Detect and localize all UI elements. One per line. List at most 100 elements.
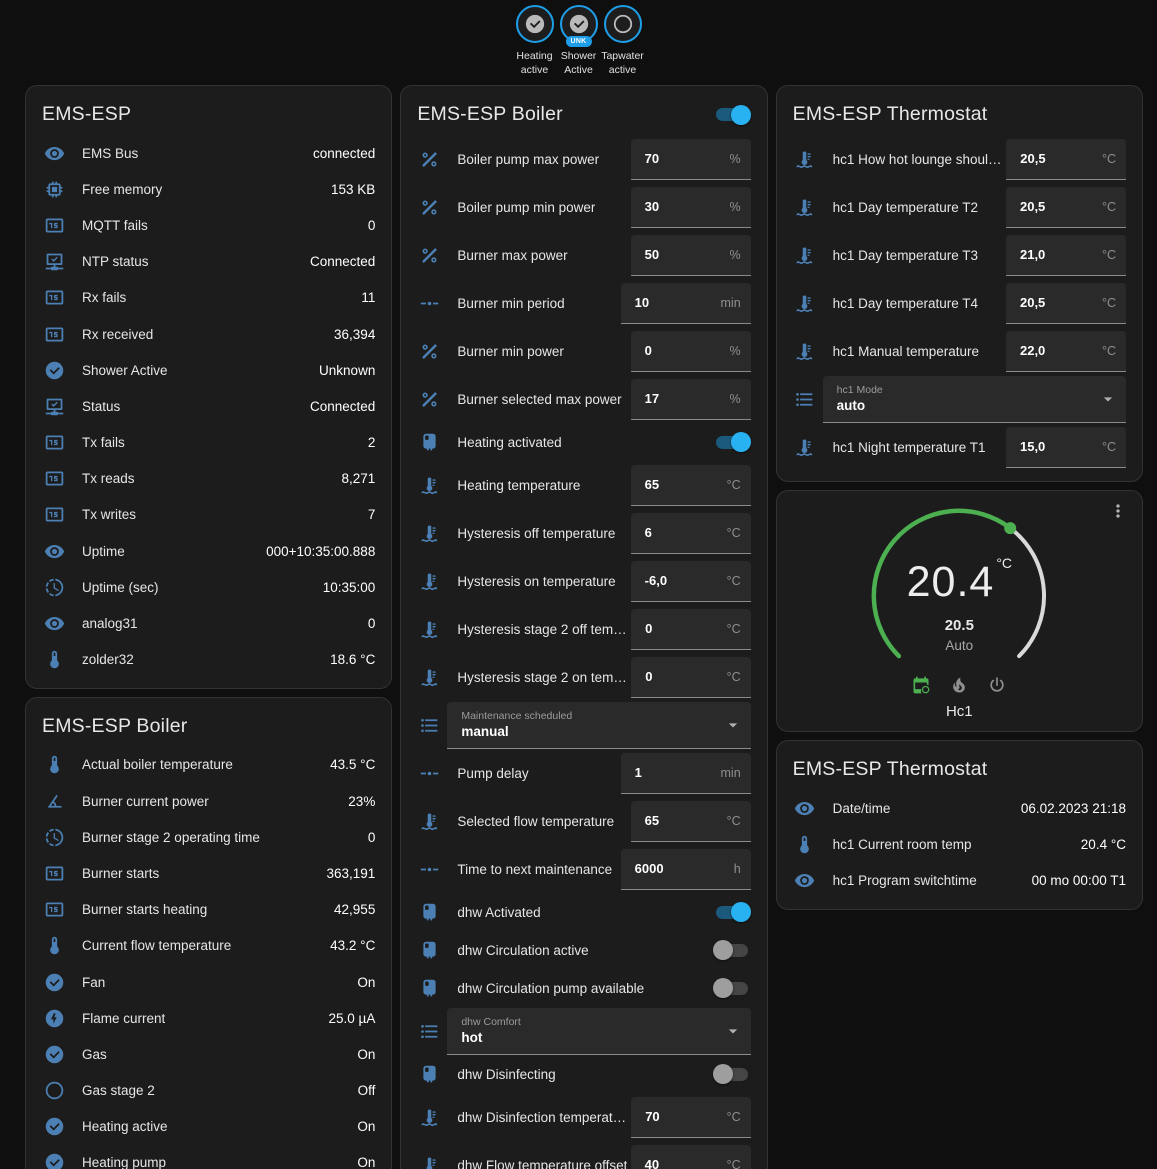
entity-row[interactable]: NTP status Connected: [26, 244, 391, 280]
input-value: 70: [644, 151, 660, 166]
counter-icon: [45, 507, 63, 522]
card-title: EMS-ESP Thermostat: [792, 758, 988, 780]
entity-row[interactable]: Burner current power 23%: [26, 783, 391, 819]
entity-row[interactable]: Tx writes 7: [26, 497, 391, 533]
select-field[interactable]: dhw Comfort hot: [447, 1007, 751, 1055]
number-input[interactable]: 20,5 °C: [1005, 186, 1126, 228]
entity-row[interactable]: Gas On: [26, 1036, 391, 1072]
entity-row[interactable]: Heating active On: [26, 1109, 391, 1145]
number-input[interactable]: 0 °C: [631, 656, 751, 698]
number-input[interactable]: 20,5 °C: [1005, 282, 1126, 324]
entity-row[interactable]: Rx received 36,394: [26, 316, 391, 352]
entity-label: hc1 Program switchtime: [832, 872, 977, 888]
power-icon[interactable]: [987, 675, 1007, 695]
entity-row[interactable]: Burner starts 363,191: [26, 855, 391, 891]
entity-row[interactable]: analog31 0: [26, 605, 391, 641]
number-input[interactable]: 70 °C: [631, 1096, 751, 1138]
number-input[interactable]: 17%: [630, 378, 751, 420]
entity-row[interactable]: Gas stage 2 Off: [26, 1073, 391, 1109]
entity-row[interactable]: Uptime (sec) 10:35:00: [26, 569, 391, 605]
entity-row[interactable]: hc1 Program switchtime 00 mo 00:00 T1: [777, 862, 1142, 898]
toggle-switch[interactable]: [713, 432, 751, 452]
entity-value: 20.4 °C: [1080, 836, 1126, 852]
entity-row[interactable]: EMS Bus connected: [26, 135, 391, 171]
number-input[interactable]: 30%: [630, 186, 751, 228]
number-input[interactable]: 70%: [630, 138, 751, 180]
entity-label: Free memory: [82, 181, 163, 197]
entity-row[interactable]: MQTT fails 0: [26, 207, 391, 243]
coolant-temperature-icon: [421, 477, 437, 494]
entity-row[interactable]: Uptime 000+10:35:00.888: [26, 533, 391, 569]
entity-row[interactable]: hc1 Current room temp 20.4 °C: [777, 826, 1142, 862]
entity-row[interactable]: Tx fails 2: [26, 425, 391, 461]
number-input[interactable]: 0%: [630, 330, 751, 372]
entity-row[interactable]: Actual boiler temperature 43.5 °C: [26, 747, 391, 783]
entity-row: Burner selected max power 17%: [401, 375, 766, 423]
coolant-temperature-icon: [796, 199, 813, 216]
input-value: 6000: [634, 861, 664, 876]
select-field[interactable]: hc1 Mode auto: [822, 375, 1126, 423]
number-input[interactable]: 50%: [630, 234, 751, 276]
card: EMS-ESP Boiler Boiler pump max power 70% Bo…: [400, 85, 768, 1169]
entity-row[interactable]: Flame current 25.0 µA: [26, 1000, 391, 1036]
status-badge[interactable]: UNK Shower Active: [557, 5, 601, 77]
status-badge[interactable]: Tapwater active: [601, 5, 645, 77]
entity-row[interactable]: Fan On: [26, 964, 391, 1000]
toggle-switch[interactable]: [712, 978, 751, 998]
number-input[interactable]: 15,0 °C: [1005, 426, 1126, 468]
entity-label: Hysteresis stage 2 off temp...: [457, 621, 632, 637]
entity-row[interactable]: Free memory 153 KB: [26, 171, 391, 207]
number-input[interactable]: 10 min: [620, 282, 751, 324]
entity-row[interactable]: zolder32 18.6 °C: [26, 642, 391, 678]
entity-row[interactable]: Burner stage 2 operating time 0: [26, 819, 391, 855]
entity-label: Burner starts heating: [82, 902, 208, 918]
entity-row[interactable]: Heating pump On: [26, 1145, 391, 1169]
input-value: 0: [645, 669, 653, 684]
entity-row[interactable]: Current flow temperature 43.2 °C: [26, 928, 391, 964]
unit-label: %: [729, 247, 741, 262]
coolant-temperature-icon: [796, 247, 813, 264]
fire-icon[interactable]: [949, 675, 969, 695]
entity-row[interactable]: Tx reads 8,271: [26, 461, 391, 497]
toggle-switch[interactable]: [712, 1064, 751, 1084]
card: EMS-ESP Boiler Actual boiler temperature 4…: [25, 696, 393, 1169]
number-input[interactable]: 40 °C: [630, 1144, 751, 1169]
status-badge[interactable]: Heating active: [513, 5, 557, 77]
badge-label: Tapwater active: [601, 50, 644, 76]
unit-label: °C: [726, 573, 741, 588]
entity-row[interactable]: Status Connected: [26, 388, 391, 424]
number-input[interactable]: -6,0 °C: [630, 560, 751, 602]
list-icon: [421, 718, 438, 732]
entity-row[interactable]: Rx fails 11: [26, 280, 391, 316]
calendar-clock-icon[interactable]: [911, 675, 931, 695]
number-input[interactable]: 65 °C: [630, 800, 751, 842]
coolant-temperature-icon: [796, 439, 813, 456]
coolant-temperature-icon: [421, 525, 437, 542]
toggle-switch[interactable]: [713, 902, 751, 922]
thermostat-dial[interactable]: [864, 501, 1054, 661]
menu-kebab-icon[interactable]: [1108, 501, 1132, 525]
entity-value: On: [357, 1046, 376, 1062]
eye-icon: [44, 544, 64, 558]
number-input[interactable]: 65 °C: [630, 464, 751, 506]
toggle-switch[interactable]: [712, 940, 751, 960]
entity-row[interactable]: Date/time 06.02.2023 21:18: [777, 790, 1142, 826]
input-value: 50: [644, 247, 660, 262]
entity-label: Heating active: [82, 1119, 168, 1135]
number-input[interactable]: 22,0 °C: [1005, 330, 1126, 372]
badge-circle: [515, 5, 554, 43]
number-input[interactable]: 21,0 °C: [1005, 234, 1126, 276]
entity-row[interactable]: Burner starts heating 42,955: [26, 892, 391, 928]
select-field[interactable]: Maintenance scheduled manual: [447, 701, 751, 749]
number-input[interactable]: 6000 h: [620, 848, 751, 890]
number-input[interactable]: 0 °C: [631, 608, 751, 650]
number-input[interactable]: 20,5 °C: [1006, 138, 1126, 180]
ray-vertex-icon: [420, 771, 439, 775]
select-value: manual: [461, 724, 509, 739]
entity-label: Burner current power: [82, 793, 209, 809]
entity-row[interactable]: Shower Active Unknown: [26, 352, 391, 388]
number-input[interactable]: 6 °C: [630, 512, 751, 554]
card-toggle[interactable]: [713, 104, 751, 125]
water-boiler-icon: [423, 941, 436, 958]
number-input[interactable]: 1 min: [620, 752, 751, 794]
